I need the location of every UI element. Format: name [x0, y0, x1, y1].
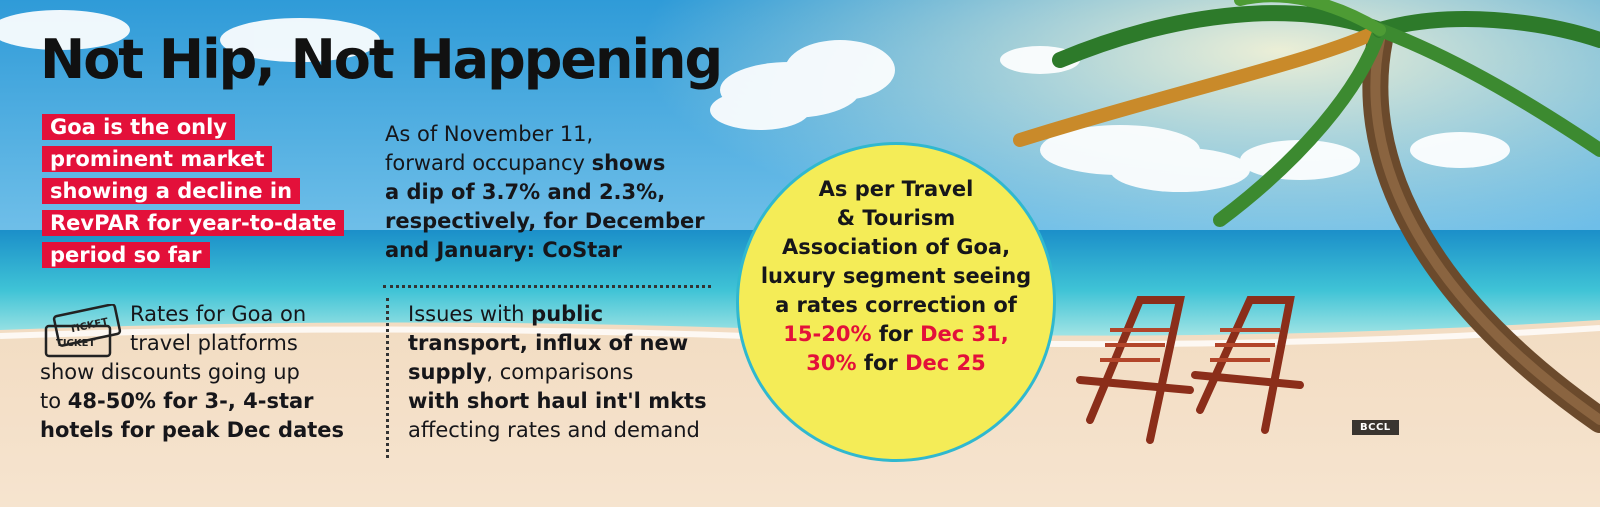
- revpar-highlight-box: Goa is the only prominent market showing…: [42, 114, 372, 274]
- ticket-icon: TICKET TICKET: [44, 304, 122, 358]
- ttag-callout-text: As per Travel & Tourism Association of G…: [760, 177, 1032, 375]
- highlight-line: period so far: [42, 242, 210, 268]
- headline: Not Hip, Not Happening: [40, 28, 723, 91]
- dotted-divider-horizontal: [383, 285, 711, 288]
- highlight-line: prominent market: [42, 146, 273, 172]
- highlight-line: Goa is the only: [42, 114, 235, 140]
- highlight-line: showing a decline in: [42, 178, 301, 204]
- highlight-line: RevPAR for year-to-date: [42, 210, 345, 236]
- photo-credit: BCCL: [1352, 420, 1399, 435]
- dotted-divider-vertical: [386, 298, 389, 458]
- issues-text: Issues with public transport, influx of …: [408, 302, 707, 442]
- ticket-label: TICKET: [56, 338, 95, 349]
- travel-platform-rates-text: Rates for Goa on travel platforms show d…: [40, 302, 345, 442]
- ttag-callout-circle: [736, 142, 1056, 462]
- costar-occupancy-text: As of November 11, forward occupancy sho…: [385, 122, 705, 262]
